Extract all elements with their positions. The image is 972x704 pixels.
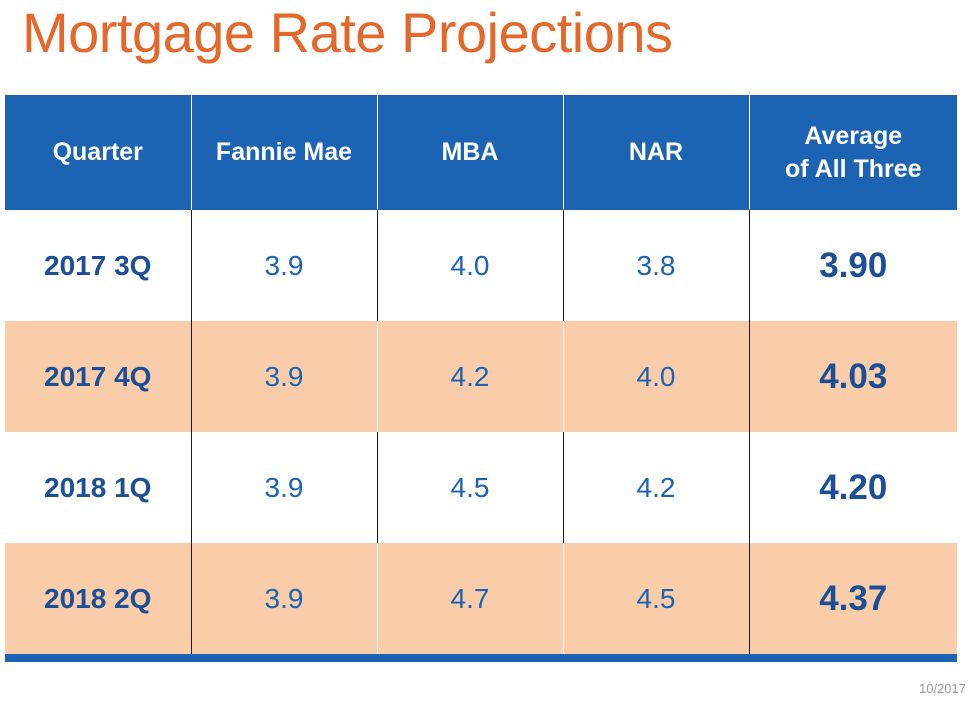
header-mba: MBA: [376, 95, 563, 210]
cell-average: 4.37: [748, 543, 957, 654]
cell-nar: 4.0: [562, 321, 749, 432]
header-quarter: Quarter: [5, 95, 191, 210]
table-row: 2017 4Q 3.9 4.2 4.0 4.03: [5, 321, 957, 432]
cell-nar: 4.5: [562, 543, 749, 654]
cell-mba: 4.0: [376, 210, 563, 321]
footer-date: 10/2017: [919, 681, 966, 696]
header-nar: NAR: [562, 95, 749, 210]
header-average: Average of All Three: [748, 95, 957, 210]
table-row: 2017 3Q 3.9 4.0 3.8 3.90: [5, 210, 957, 321]
cell-quarter: 2018 2Q: [5, 543, 191, 654]
table-row: 2018 2Q 3.9 4.7 4.5 4.37: [5, 543, 957, 654]
projections-table: Quarter Fannie Mae MBA NAR Average of Al…: [5, 95, 957, 662]
header-average-line2: of All Three: [784, 154, 922, 183]
table-row: 2018 1Q 3.9 4.5 4.2 4.20: [5, 432, 957, 543]
cell-fannie-mae: 3.9: [190, 210, 377, 321]
cell-fannie-mae: 3.9: [190, 321, 377, 432]
cell-quarter: 2017 4Q: [5, 321, 191, 432]
table-header-row: Quarter Fannie Mae MBA NAR Average of Al…: [5, 95, 957, 210]
cell-quarter: 2018 1Q: [5, 432, 191, 543]
header-average-line1: Average: [804, 121, 903, 150]
cell-average: 3.90: [748, 210, 957, 321]
cell-mba: 4.7: [376, 543, 563, 654]
header-fannie-mae: Fannie Mae: [190, 95, 377, 210]
cell-fannie-mae: 3.9: [190, 543, 377, 654]
cell-mba: 4.5: [376, 432, 563, 543]
cell-nar: 3.8: [562, 210, 749, 321]
table-bottom-rule: [5, 654, 957, 662]
cell-nar: 4.2: [562, 432, 749, 543]
page-title: Mortgage Rate Projections: [22, 1, 673, 64]
cell-average: 4.03: [748, 321, 957, 432]
cell-quarter: 2017 3Q: [5, 210, 191, 321]
cell-fannie-mae: 3.9: [190, 432, 377, 543]
cell-average: 4.20: [748, 432, 957, 543]
cell-mba: 4.2: [376, 321, 563, 432]
